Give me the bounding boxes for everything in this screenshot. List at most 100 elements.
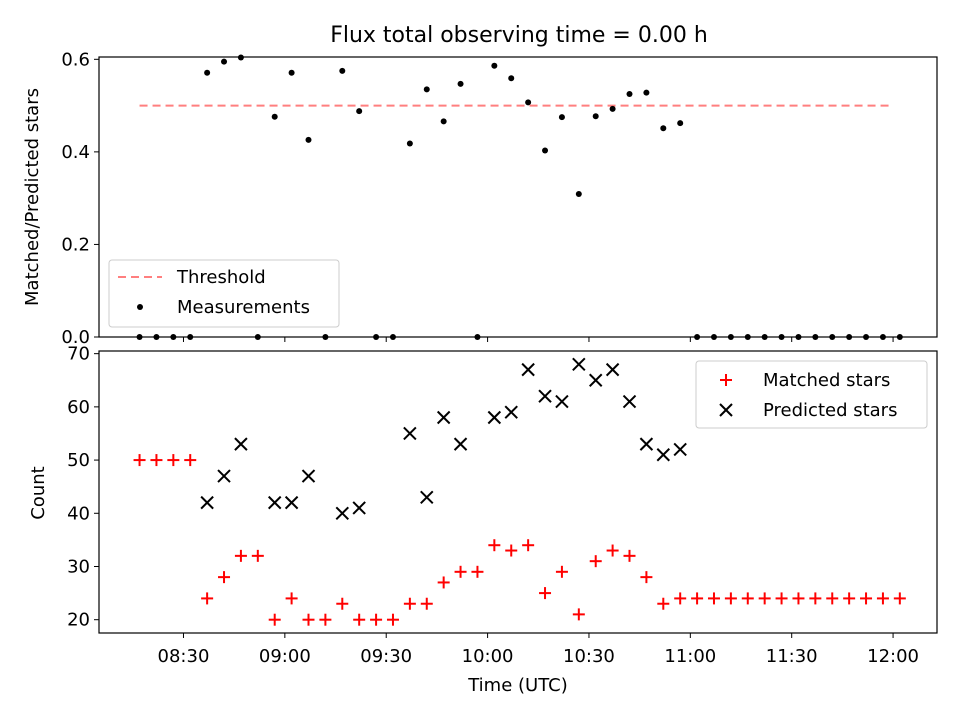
bottom-y-axis-label: Count [28,466,49,519]
measurement-point [643,89,650,96]
top-legend: Threshold Measurements [108,259,340,328]
measurement-point [558,114,565,121]
top-y-axis-label: Matched/Predicted stars [22,88,43,306]
measurement-point [170,334,177,340]
matched-star-point [167,454,180,467]
bottom-y-ticks: 20 30 40 50 60 70 [67,344,99,631]
bottom-y-tick-label: 40 [67,503,90,524]
matched-star-point [657,597,670,610]
measurement-point [356,108,363,115]
matched-star-point [454,565,467,578]
measurement-point [254,334,261,340]
measurement-point [575,190,582,197]
matched-star-point [201,592,214,605]
matched-star-point [826,592,839,605]
matched-star-point [691,592,704,605]
top-legend-box [108,259,340,328]
measurement-point [187,334,194,340]
x-tick-label: 08:30 [158,646,210,667]
measurement-point [288,69,295,76]
measurements-series [136,54,903,340]
bottom-y-tick-label: 70 [67,344,90,365]
measurement-point [525,99,532,106]
bottom-legend-box [695,360,928,429]
x-tick-label: 11:30 [766,646,818,667]
predicted-star-point [352,501,366,515]
bottom-panel: 20 30 40 50 60 70 08:30 09:00 09:30 10:00 10:30 11… [28,344,938,696]
matched-star-point [184,454,197,467]
measurement-point [660,125,667,132]
measurement-point [457,80,464,87]
measurement-point [896,334,903,340]
matched-star-point [860,592,873,605]
predicted-star-point [200,495,214,510]
matched-star-point [370,613,383,626]
legend-measurements-swatch [137,304,143,310]
measurement-point [406,140,413,147]
matched-star-point [707,592,720,605]
predicted-star-point [217,469,231,483]
measurement-point [491,62,498,69]
matched-star-point [488,539,501,552]
predicted-star-point [234,437,248,451]
measurement-point [812,334,819,340]
predicted-star-point [538,389,552,403]
measurement-point [339,67,346,74]
bottom-x-ticks: 08:30 09:00 09:30 10:00 10:30 11:00 11:30 12:00 [158,633,919,667]
predicted-stars-series [200,357,687,520]
predicted-star-point [420,490,434,505]
matched-star-point [505,544,518,557]
top-y-tick-label: 0.2 [61,234,90,255]
measurement-point [542,147,549,154]
measurement-point [204,69,211,76]
figure-title: Flux total observing time = 0.00 h [330,23,708,48]
legend-predicted-label: Predicted stars [763,400,897,421]
matched-star-point [420,597,433,610]
measurement-point [744,334,751,340]
bottom-y-tick-label: 50 [67,450,90,471]
matched-star-point [572,608,585,621]
matched-star-point [623,549,636,562]
measurement-point [694,334,701,340]
measurement-point [677,120,684,127]
x-tick-label: 09:30 [360,646,412,667]
predicted-star-point [521,362,535,377]
matched-star-point [234,549,247,562]
measurement-point [829,334,836,340]
matched-star-point [758,592,771,605]
measurement-point [863,334,870,340]
matched-star-point [606,544,619,557]
predicted-star-point [605,362,620,377]
matched-star-point [809,592,822,605]
predicted-star-point [673,442,687,457]
x-axis-label: Time (UTC) [467,675,568,696]
legend-threshold-label: Threshold [176,267,266,288]
matched-star-point [589,555,602,568]
predicted-star-point [504,405,518,419]
top-x-ticks [182,337,894,342]
measurement-point [305,136,312,143]
matched-star-point [285,592,298,605]
legend-matched-label: Matched stars [763,370,890,391]
measurement-point [389,334,396,340]
matched-star-point [302,613,315,626]
predicted-star-point [268,495,282,510]
measurement-point [761,334,768,340]
matched-star-point [724,592,737,605]
matched-star-point [268,613,281,626]
x-tick-label: 10:00 [462,646,514,667]
matched-star-point [640,571,653,584]
matched-star-point [674,592,687,605]
matched-star-point [251,549,264,562]
matched-star-point [792,592,805,605]
measurement-point [727,334,734,340]
predicted-star-point [335,506,349,520]
matched-star-point [386,613,399,626]
matched-star-point [353,613,366,626]
measurement-point [221,58,228,65]
legend-matched-swatch [720,374,732,386]
matched-star-point [555,565,568,578]
measurement-point [795,334,802,340]
matched-star-point [843,592,856,605]
